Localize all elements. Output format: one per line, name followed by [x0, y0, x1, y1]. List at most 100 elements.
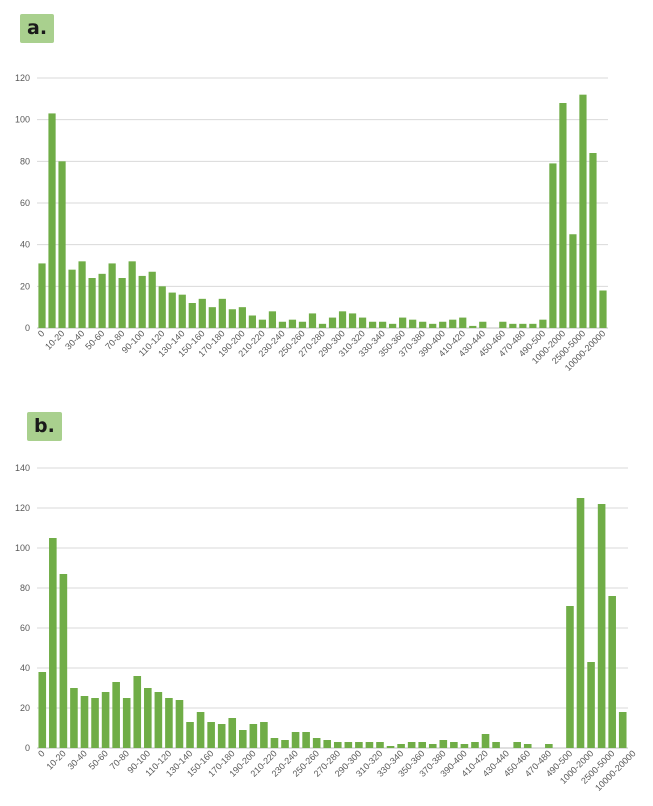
bar [386, 746, 395, 748]
bar [59, 574, 68, 748]
x-tick-label: 10-20 [44, 748, 67, 771]
bar [459, 317, 467, 328]
bar [471, 742, 479, 748]
chart-b: 020406080100120140010-2030-4050-6070-809… [15, 463, 638, 793]
y-tick-label: 20 [20, 281, 30, 291]
bar [80, 696, 89, 748]
bar [579, 94, 587, 329]
bar [479, 321, 487, 328]
bar [138, 275, 146, 328]
y-tick-label: 40 [20, 240, 30, 250]
bar [108, 263, 116, 328]
bar [112, 682, 120, 748]
x-tick-label: 10-20 [43, 328, 66, 351]
bar [599, 290, 607, 328]
bar [407, 742, 416, 748]
bar [168, 292, 176, 328]
bar [186, 722, 194, 748]
bar [238, 307, 246, 328]
bar [270, 738, 279, 748]
bar [98, 273, 106, 328]
bar [148, 271, 156, 328]
bar [278, 321, 287, 328]
bar [519, 323, 527, 328]
y-tick-label: 20 [20, 703, 30, 713]
bar [101, 692, 110, 748]
bar [499, 321, 507, 328]
x-tick-label: 0 [36, 328, 47, 339]
bar [378, 321, 387, 328]
bar [449, 319, 457, 328]
bar [228, 309, 236, 328]
bar [460, 744, 469, 748]
bar [338, 311, 347, 328]
bar [318, 323, 327, 328]
bar [175, 700, 184, 748]
bar [429, 323, 437, 328]
bar [49, 538, 57, 748]
bar [397, 744, 405, 748]
bar [450, 742, 458, 748]
bar [281, 740, 289, 748]
bar [608, 596, 616, 748]
bar [428, 744, 437, 748]
bar [469, 325, 477, 328]
y-tick-label: 120 [15, 73, 30, 83]
bar [481, 734, 490, 748]
bar [70, 688, 78, 748]
bar [158, 286, 166, 328]
bar [208, 307, 216, 328]
bar [368, 321, 377, 328]
bar [509, 323, 517, 328]
bar [513, 742, 521, 748]
bar [302, 732, 310, 748]
x-tick-label: 0 [36, 748, 47, 759]
panel-b: b. 0 20 40 60 80 100 120 140 0 10-20 30-40 50-60 70-… [0, 400, 653, 806]
bar [298, 321, 307, 328]
bar [268, 311, 277, 328]
bar [589, 153, 597, 328]
bar [333, 742, 342, 748]
bar [566, 606, 574, 748]
panel-label: a. [20, 14, 55, 43]
bar [597, 504, 606, 748]
bar [91, 698, 99, 748]
bar [288, 319, 297, 328]
chart-a: 020406080100120010-2030-4050-6070-8090-1… [15, 73, 608, 373]
panel-label: b. [27, 412, 62, 441]
bar [228, 718, 237, 748]
bar [38, 672, 47, 748]
bar [122, 698, 131, 748]
bar [439, 740, 448, 748]
bar [128, 261, 136, 328]
x-tick-label: 50-60 [87, 748, 110, 771]
bar [68, 269, 76, 328]
bar [523, 744, 532, 748]
bar [58, 161, 66, 328]
bar [218, 298, 226, 328]
x-tick-label: 50-60 [83, 328, 106, 351]
bar [78, 261, 86, 328]
bar [389, 323, 397, 328]
bar [323, 740, 332, 748]
bar [207, 722, 215, 748]
x-tick-label: 30-40 [66, 748, 89, 771]
bar [355, 742, 363, 748]
bar [178, 294, 186, 328]
bar [154, 692, 163, 748]
y-tick-label: 140 [15, 463, 30, 473]
bar [618, 712, 627, 748]
bar [348, 313, 357, 328]
bar [196, 712, 205, 748]
bar [165, 698, 173, 748]
y-tick-label: 120 [15, 503, 30, 513]
y-tick-label: 0 [25, 743, 30, 753]
bar [376, 742, 384, 748]
bar [545, 744, 553, 748]
x-tick-label: 30-40 [63, 328, 86, 351]
bar [133, 676, 142, 748]
bar [587, 662, 595, 748]
bar [217, 724, 226, 748]
y-tick-label: 0 [25, 323, 30, 333]
bar [419, 321, 427, 328]
